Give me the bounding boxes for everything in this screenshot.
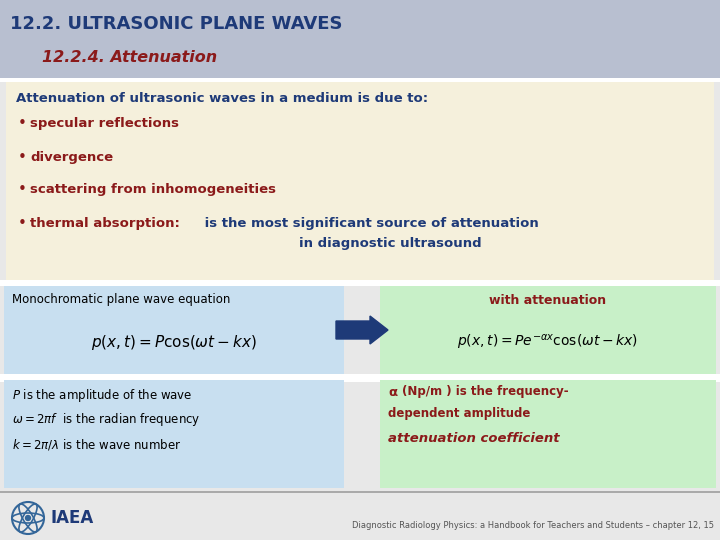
FancyBboxPatch shape — [380, 380, 716, 488]
FancyArrow shape — [336, 316, 388, 344]
Text: 12.2. ULTRASONIC PLANE WAVES: 12.2. ULTRASONIC PLANE WAVES — [10, 15, 343, 33]
Text: •: • — [18, 215, 27, 231]
FancyBboxPatch shape — [380, 286, 716, 374]
Text: $k = 2\pi / \lambda$ is the wave number: $k = 2\pi / \lambda$ is the wave number — [12, 436, 181, 451]
FancyBboxPatch shape — [6, 82, 714, 280]
Text: •: • — [18, 150, 27, 165]
Text: Attenuation of ultrasonic waves in a medium is due to:: Attenuation of ultrasonic waves in a med… — [16, 91, 428, 105]
FancyBboxPatch shape — [4, 286, 344, 374]
Text: dependent amplitude: dependent amplitude — [388, 408, 531, 421]
Text: $p(x,t)= P\cos(\omega t - kx)$: $p(x,t)= P\cos(\omega t - kx)$ — [91, 333, 257, 352]
Text: with attenuation: with attenuation — [490, 294, 606, 307]
FancyBboxPatch shape — [0, 280, 720, 286]
Text: in diagnostic ultrasound: in diagnostic ultrasound — [299, 237, 481, 249]
Text: Monochromatic plane wave equation: Monochromatic plane wave equation — [12, 294, 230, 307]
Text: divergence: divergence — [30, 151, 113, 164]
Text: is the most significant source of attenuation: is the most significant source of attenu… — [200, 217, 539, 230]
Text: $p(x,t)= Pe^{-\alpha x}\cos(\omega t - kx)$: $p(x,t)= Pe^{-\alpha x}\cos(\omega t - k… — [457, 333, 639, 352]
FancyBboxPatch shape — [0, 0, 720, 78]
Text: scattering from inhomogeneities: scattering from inhomogeneities — [30, 184, 276, 197]
Text: (Np/m ) is the frequency-: (Np/m ) is the frequency- — [402, 386, 569, 399]
Text: •: • — [18, 183, 27, 198]
Text: •: • — [18, 117, 27, 132]
FancyBboxPatch shape — [0, 374, 720, 382]
FancyBboxPatch shape — [0, 78, 720, 82]
Text: attenuation coefficient: attenuation coefficient — [388, 431, 559, 444]
Text: Diagnostic Radiology Physics: a Handbook for Teachers and Students – chapter 12,: Diagnostic Radiology Physics: a Handbook… — [352, 522, 714, 530]
FancyBboxPatch shape — [4, 380, 344, 488]
Circle shape — [25, 516, 30, 521]
Text: $P$ is the amplitude of the wave: $P$ is the amplitude of the wave — [12, 388, 192, 404]
Text: specular reflections: specular reflections — [30, 118, 179, 131]
Text: IAEA: IAEA — [50, 509, 94, 527]
FancyBboxPatch shape — [0, 491, 720, 493]
Text: thermal absorption:: thermal absorption: — [30, 217, 180, 230]
Text: α: α — [388, 386, 397, 399]
Text: $\omega= 2\pi f$  is the radian frequency: $\omega= 2\pi f$ is the radian frequency — [12, 411, 201, 429]
Text: 12.2.4. Attenuation: 12.2.4. Attenuation — [42, 50, 217, 64]
